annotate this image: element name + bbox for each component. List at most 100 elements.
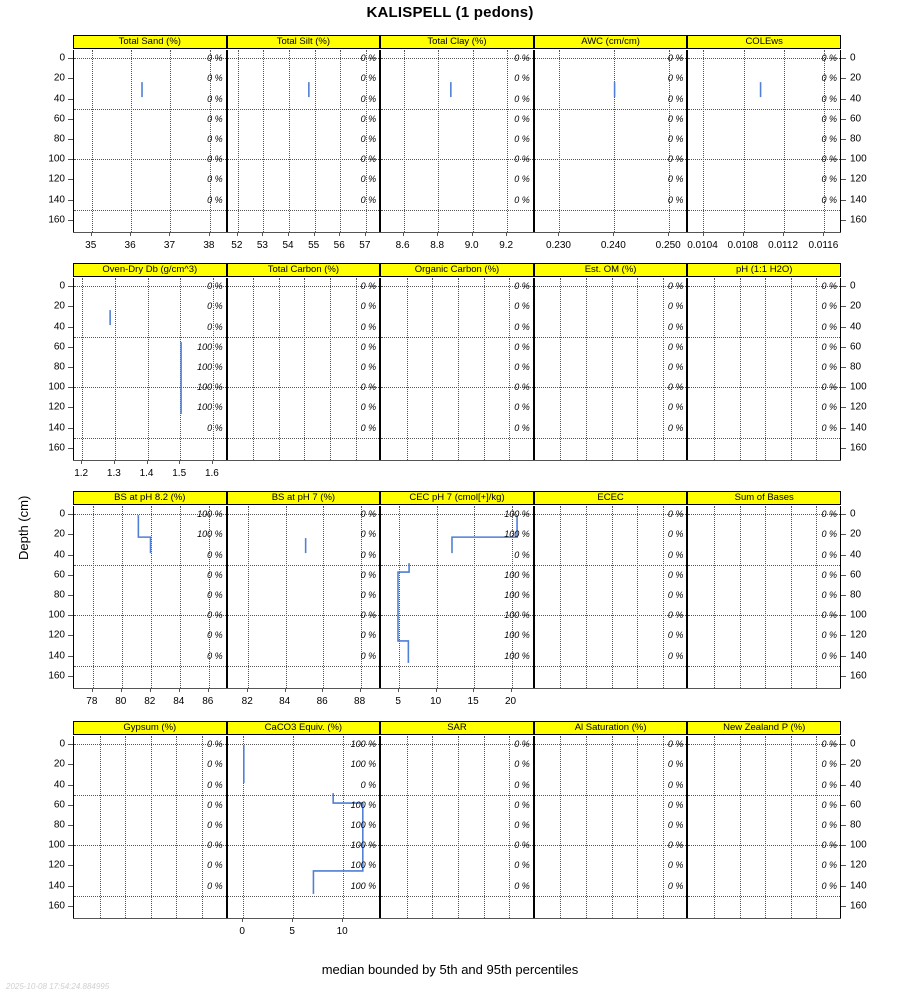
y-tick-mark — [841, 306, 846, 308]
percent-annotation: 0 % — [514, 361, 530, 372]
vertical-gridline — [816, 736, 818, 918]
y-tick-label: 80 — [850, 819, 862, 831]
vertical-gridline — [202, 736, 203, 918]
percent-annotation: 0 % — [207, 799, 223, 810]
vertical-gridline — [355, 278, 357, 460]
panel-al-saturation[interactable]: Al Saturation (%) 0 % 0 % 0 % 0 % 0 % 0 % 0 % 0 … — [533, 721, 688, 918]
percent-annotation: 0 % — [514, 402, 530, 413]
percent-annotation: 0 % — [360, 154, 377, 165]
x-tick-label: 0.230 — [545, 240, 571, 251]
panel-organic-carbon[interactable]: Organic Carbon (%) 0 % 0 % 0 % 0 % 0 % 0 % 0 % 0… — [380, 263, 534, 460]
percent-annotation: 0 % — [514, 799, 530, 810]
percent-annotation: 0 % — [207, 860, 223, 871]
y-tick-mark — [841, 635, 846, 637]
percent-annotation: 100 % — [197, 382, 223, 393]
percent-annotation: 0 % — [207, 759, 223, 770]
vertical-gridline — [560, 278, 562, 460]
vertical-gridline — [340, 50, 342, 232]
horizontal-gridline — [381, 564, 533, 566]
percent-annotation: 0 % — [667, 174, 684, 185]
vertical-gridline — [263, 50, 265, 232]
percent-annotation: 0 % — [821, 73, 837, 84]
y-tick-mark — [841, 824, 846, 826]
panel-colews[interactable]: COLEws 0 % 0 % 0 % 0 % 0 % 0 % 0 % 0 % — [687, 35, 841, 232]
y-tick-label: 80 — [850, 133, 862, 145]
vertical-gridline — [209, 50, 211, 232]
vertical-gridline — [511, 506, 513, 688]
vertical-gridline — [289, 50, 291, 232]
panel-gypsum[interactable]: Gypsum (%) 0 % 0 % 0 % 0 % 0 % 0 % 0 % 0 % — [73, 721, 227, 918]
panel-bs-at-ph-7[interactable]: BS at pH 7 (%) 0 % 0 % 0 % 0 % 0 % 0 % 0 % 0 % — [226, 491, 381, 688]
y-tick-label: 60 — [53, 799, 65, 811]
panel-plot-area: 0 % 0 % 0 % 0 % 0 % 0 % 0 % 0 % — [533, 736, 688, 918]
vertical-gridline — [790, 278, 792, 460]
horizontal-gridline — [74, 209, 226, 211]
panel-title: Organic Carbon (%) — [380, 263, 534, 277]
y-tick-label: 80 — [53, 361, 65, 373]
vertical-gridline — [403, 50, 405, 232]
panel-cec-ph-7-cmol-kg[interactable]: CEC pH 7 (cmol[+]/kg) 100 % 100 % 0 % 100 % 1… — [380, 491, 534, 688]
y-tick-label: 0 — [850, 738, 856, 750]
panel-total-clay[interactable]: Total Clay (%) 0 % 0 % 0 % 0 % 0 % 0 % 0 % 0 % — [380, 35, 534, 232]
series-line — [451, 515, 519, 554]
percent-annotation: 0 % — [821, 529, 837, 540]
panel-awc-cm-cm[interactable]: AWC (cm/cm) 0 % 0 % 0 % 0 % 0 % 0 % 0 % 0 % — [533, 35, 688, 232]
panel-total-carbon[interactable]: Total Carbon (%) 0 % 0 % 0 % 0 % 0 % 0 % 0 % 0 % — [226, 263, 381, 460]
vertical-gridline — [360, 506, 362, 688]
y-axis-title: Depth (cm) — [16, 495, 31, 560]
panel-total-silt[interactable]: Total Silt (%) 0 % 0 % 0 % 0 % 0 % 0 % 0 % 0 % — [226, 35, 381, 232]
y-tick-label: 120 — [850, 629, 867, 641]
panel-row-3: 0 20 40 60 80 100 120 140 160 0 20 40 60 80 100 120 140 1… — [0, 491, 900, 728]
vertical-gridline — [713, 506, 715, 688]
percent-annotation: 0 % — [667, 361, 684, 372]
panel-caco3-equiv[interactable]: CaCO3 Equiv. (%) 100 % 100 % 0 % 100 % 100 % 1… — [226, 721, 381, 918]
y-tick-label: 60 — [850, 799, 862, 811]
vertical-gridline — [483, 278, 485, 460]
y-tick-mark — [68, 407, 73, 409]
horizontal-gridline — [534, 564, 687, 566]
panel-sum-of-bases[interactable]: Sum of Bases 0 % 0 % 0 % 0 % 0 % 0 % 0 % 0 % — [687, 491, 841, 688]
panel-row-2: 0 20 40 60 80 100 120 140 160 0 20 40 60 80 100 120 140 1… — [0, 263, 900, 500]
percent-annotation: 0 % — [360, 589, 377, 600]
vertical-gridline — [208, 506, 210, 688]
y-tick-mark — [68, 427, 73, 429]
y-tick-label: 0 — [850, 508, 856, 520]
vertical-gridline — [743, 50, 745, 232]
panel-total-sand[interactable]: Total Sand (%) 0 % 0 % 0 % 0 % 0 % 0 % 0 % 0 % — [73, 35, 227, 232]
panel-ph-1-1-h2o[interactable]: pH (1:1 H2O) 0 % 0 % 0 % 0 % 0 % 0 % 0 % 0 % — [687, 263, 841, 460]
vertical-gridline — [457, 278, 459, 460]
percent-annotation: 0 % — [667, 301, 684, 312]
y-tick-mark — [841, 427, 846, 429]
y-tick-label: 100 — [48, 839, 65, 851]
panel-plot-area: 100 % 100 % 0 % 100 % 100 % 100 % 100 % 100 % — [380, 506, 534, 688]
panel-oven-dry-db-g-cm-3[interactable]: Oven-Dry Db (g/cm^3) 0 % 0 % 0 % 100 % 100 % 1… — [73, 263, 227, 460]
x-tick-mark — [236, 232, 238, 236]
x-tick-mark — [211, 460, 213, 464]
y-tick-label: 20 — [53, 72, 65, 84]
panel-est-om[interactable]: Est. OM (%) 0 % 0 % 0 % 0 % 0 % 0 % 0 % 0 % — [533, 263, 688, 460]
x-tick-mark — [506, 232, 508, 236]
vertical-gridline — [278, 278, 280, 460]
percent-annotation: 0 % — [667, 341, 684, 352]
horizontal-gridline — [688, 58, 840, 60]
vertical-gridline — [176, 736, 178, 918]
panel-bs-at-ph-8-2[interactable]: BS at pH 8.2 (%) 100 % 100 % 0 % 0 % 0 % 0 % 0 … — [73, 491, 227, 688]
horizontal-gridline — [534, 159, 687, 161]
horizontal-gridline — [381, 437, 533, 439]
vertical-gridline — [474, 506, 476, 688]
panel-sar[interactable]: SAR 0 % 0 % 0 % 0 % 0 % 0 % 0 % 0 % — [380, 721, 534, 918]
x-tick-mark — [91, 688, 93, 692]
y-tick-label: 140 — [48, 422, 65, 434]
panel-new-zealand-p[interactable]: New Zealand P (%) 0 % 0 % 0 % 0 % 0 % 0 % 0 % 0 … — [687, 721, 841, 918]
y-tick-mark — [841, 219, 846, 221]
y-tick-label: 40 — [850, 321, 862, 333]
percent-annotation: 0 % — [207, 154, 223, 165]
x-tick-mark — [742, 232, 744, 236]
panel-ecec[interactable]: ECEC 0 % 0 % 0 % 0 % 0 % 0 % 0 % 0 % — [533, 491, 688, 688]
panel-title: Total Clay (%) — [380, 35, 534, 49]
percent-annotation: 100 % — [504, 630, 530, 641]
horizontal-gridline — [534, 108, 687, 110]
y-tick-mark — [68, 98, 73, 100]
x-tick-mark — [262, 232, 264, 236]
horizontal-gridline — [227, 58, 380, 60]
